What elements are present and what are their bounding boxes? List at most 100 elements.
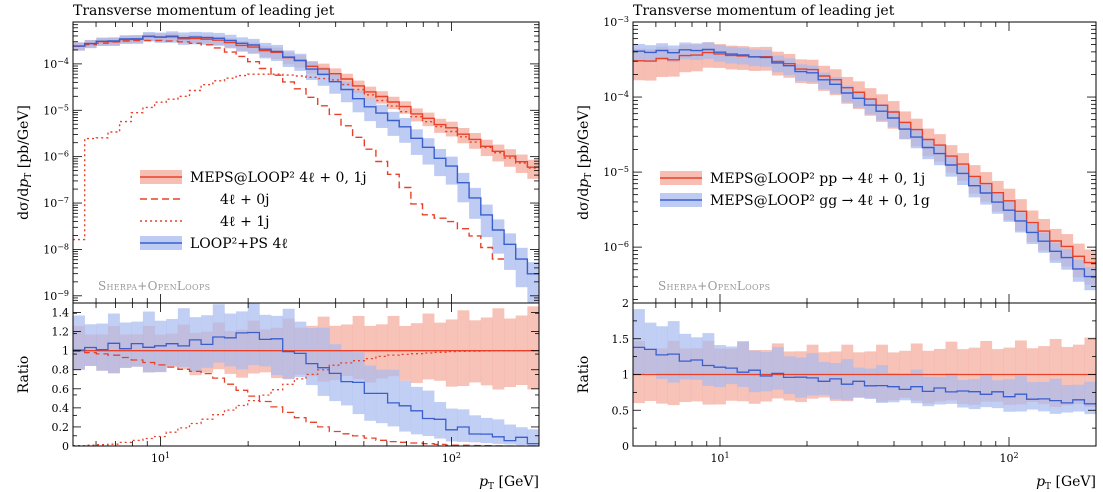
ratio-band-bin-4 — [434, 402, 447, 439]
ratio-band-bin-1 — [364, 325, 377, 383]
ratio-band-bin-2 — [748, 350, 761, 393]
band-bin-2 — [667, 45, 680, 63]
ratio-band-bin-2 — [818, 361, 831, 395]
ratio-band-bin-1 — [1061, 346, 1074, 406]
legend-label: MEPS@LOOP² 4ℓ + 0, 1j — [190, 170, 367, 186]
ratio-tick-label: 0.6 — [52, 383, 70, 396]
band-bin-4 — [212, 32, 225, 46]
ratio-band-bin-1 — [399, 325, 412, 381]
band-bin-2 — [1061, 248, 1074, 270]
ratio-tick-label: 0.8 — [52, 364, 70, 377]
band-bin-1 — [469, 133, 482, 149]
ratio-band-bin-1 — [980, 340, 993, 402]
ratio-band-bin-4 — [119, 322, 132, 368]
band-bin-2 — [922, 138, 935, 160]
band-bin-2 — [748, 49, 761, 67]
plot-frame — [72, 21, 540, 447]
band-bin-1 — [644, 49, 657, 81]
ratio-band-bin-1 — [968, 347, 981, 405]
band-bin-2 — [887, 110, 900, 128]
band-bin-4 — [247, 38, 260, 54]
x-tick-label: 102 — [999, 451, 1018, 466]
band-bin-4 — [329, 74, 342, 94]
ratio-band-bin-4 — [212, 304, 225, 363]
ratio-band-bin-4 — [469, 415, 482, 443]
band-bin-1 — [656, 46, 669, 77]
ratio-band-bin-2 — [933, 376, 946, 405]
ratio-band-bin-2 — [771, 347, 784, 390]
ratio-band-bin-4 — [96, 323, 109, 371]
ratio-band-bin-2 — [714, 345, 726, 388]
band-bin-1 — [457, 128, 470, 144]
ratio-band-bin-1 — [480, 317, 493, 386]
ratio-band-bin-2 — [656, 326, 669, 379]
ratio-band-bin-2 — [644, 322, 657, 374]
ratio-band-bin-4 — [247, 303, 260, 366]
band-bin-2 — [1003, 201, 1016, 222]
ratio-band-bin-1 — [422, 313, 435, 380]
x-tick-label: 102 — [442, 451, 461, 466]
ratio-band-bin-2 — [899, 373, 912, 401]
band-bin-4 — [410, 129, 423, 155]
band-bin-4 — [469, 187, 482, 219]
ratio-tick-label: 1.2 — [52, 326, 70, 339]
band-bin-1 — [434, 118, 447, 133]
y-tick-label: 10−9 — [43, 288, 69, 303]
ratio-band-bin-4 — [306, 328, 318, 386]
band-bin-1 — [633, 48, 645, 81]
chart-title: Transverse momentum of leading jet — [633, 3, 895, 19]
ratio-band-bin-2 — [667, 321, 680, 383]
ratio-band-bin-4 — [73, 315, 85, 370]
y-tick-label: 10−6 — [43, 149, 69, 164]
ratio-band-bin-4 — [189, 317, 202, 372]
band-bin-4 — [504, 233, 516, 270]
ratio-tick-label: 0 — [62, 440, 69, 453]
ratio-band-bin-2 — [1049, 378, 1062, 414]
ratio-band-bin-2 — [841, 359, 854, 401]
y-tick-label: 10−6 — [603, 240, 629, 255]
ratio-band-bin-1 — [991, 349, 1004, 402]
ratio-band-bin-4 — [387, 369, 400, 427]
ratio-band-bin-1 — [1014, 340, 1027, 405]
ratio-band-bin-2 — [633, 309, 645, 376]
ratio-tick-label: 1 — [62, 345, 69, 358]
ratio-band-bin-1 — [492, 308, 505, 390]
ratio-band-bin-2 — [876, 365, 888, 403]
ratio-band-bin-4 — [271, 315, 283, 376]
ratio-band-bin-4 — [329, 344, 342, 402]
band-bin-4 — [480, 204, 493, 238]
band-bin-4 — [294, 53, 307, 71]
ratio-band-bin-1 — [945, 341, 958, 401]
ratio-band-bin-2 — [1038, 381, 1050, 412]
y-axis-label: dσ/dpT [pb/GeV] — [576, 105, 594, 220]
ratio-band-bin-2 — [829, 363, 842, 400]
band-bin-2 — [852, 90, 865, 108]
ratio-band-bin-2 — [737, 341, 750, 387]
ratio-band-bin-4 — [282, 308, 295, 379]
ratio-band-bin-1 — [1084, 337, 1096, 408]
band-bin-2 — [864, 97, 877, 115]
ratio-band-bin-2 — [957, 380, 969, 408]
ratio-band-bin-4 — [422, 390, 435, 437]
ratio-line-2 — [73, 350, 539, 446]
band-bin-1 — [387, 96, 400, 110]
x-tick-label: 101 — [710, 451, 729, 466]
ratio-band-bin-4 — [515, 427, 528, 446]
band-bin-2 — [760, 50, 773, 67]
ratio-axis-label: Ratio — [576, 356, 592, 394]
band-bin-2 — [679, 42, 692, 60]
ratio-band-bin-2 — [760, 352, 773, 392]
band-bin-2 — [795, 64, 807, 82]
ratio-tick-label: 0 — [622, 440, 629, 453]
ratio-band-bin-4 — [294, 321, 307, 378]
band-bin-4 — [364, 98, 377, 122]
ratio-tick-label: 1.5 — [612, 333, 630, 346]
ratio-band-bin-4 — [84, 324, 97, 366]
ratio-band-bin-2 — [690, 337, 703, 380]
ratio-band-bin-2 — [864, 368, 877, 399]
band-bin-2 — [910, 128, 923, 149]
band-bin-2 — [829, 77, 842, 94]
band-bin-4 — [224, 34, 237, 49]
band-bin-2 — [644, 45, 657, 62]
